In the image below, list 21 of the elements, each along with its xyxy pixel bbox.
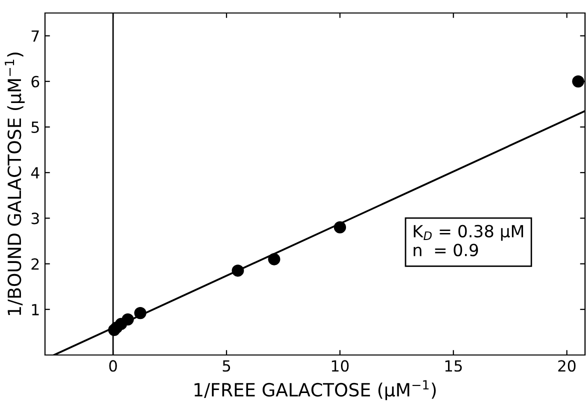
y-tick-label: 4 bbox=[31, 167, 40, 178]
y-tick-label: 1 bbox=[32, 304, 39, 316]
x-axis-title: 1/FREE GALACTOSE (μM$^{−1}$) bbox=[194, 380, 436, 400]
x-tick-label: 15 bbox=[445, 360, 462, 372]
point bbox=[122, 313, 134, 326]
y-tick-label: 6 bbox=[31, 76, 40, 88]
point bbox=[134, 306, 146, 320]
x-tick-label: 5 bbox=[222, 360, 230, 372]
point bbox=[232, 264, 244, 277]
y-tick-label: 7 bbox=[32, 30, 39, 42]
y-tick-label: 2 bbox=[32, 258, 39, 270]
y-tick-label: 3 bbox=[32, 212, 39, 224]
x-tick-label: 0 bbox=[109, 360, 117, 372]
y-axis-title: 1/BOUND GALACTOSE (μM$^{−1}$) bbox=[4, 52, 25, 315]
x-tick-label: 10 bbox=[332, 360, 349, 372]
point bbox=[572, 75, 584, 88]
point bbox=[268, 253, 280, 266]
annotation: K$_{D}$ = 0.38 μM n = 0.9 bbox=[414, 224, 524, 256]
y-tick-label: 5 bbox=[32, 122, 39, 134]
point bbox=[334, 221, 346, 234]
x-tick-label: 20 bbox=[558, 360, 576, 372]
